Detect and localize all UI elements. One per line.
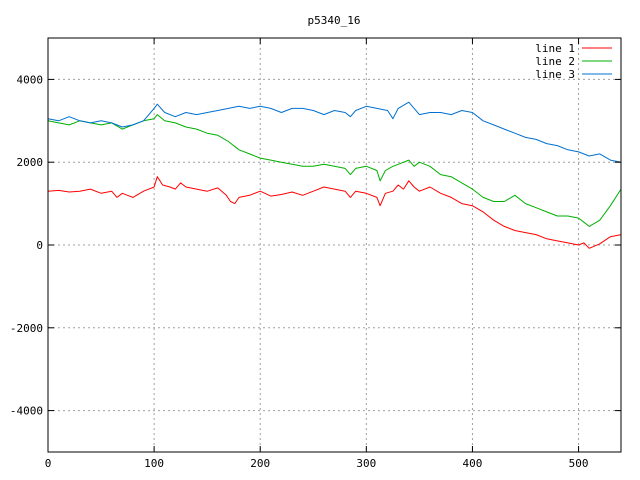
series-line-3	[47, 101, 622, 163]
series-line-2	[47, 114, 622, 227]
x-tick-label-500: 500	[569, 457, 589, 470]
y-tick-label--4000: -4000	[10, 405, 43, 418]
legend-entry-line-1: line 1	[535, 42, 612, 55]
series-line-1	[47, 176, 622, 249]
legend-label-line-2: line 2	[535, 55, 575, 68]
y-tick-label-2000: 2000	[17, 156, 44, 169]
legend-label-line-1: line 1	[535, 42, 575, 55]
x-tick-label-300: 300	[356, 457, 376, 470]
x-tick-label-100: 100	[144, 457, 164, 470]
chart-title: p5340_16	[308, 14, 361, 27]
legend: line 1 line 2 line 3	[535, 42, 612, 81]
legend-entry-line-3: line 3	[535, 68, 612, 81]
grid-lines	[48, 38, 621, 452]
x-tick-label-0: 0	[45, 457, 52, 470]
legend-label-line-3: line 3	[535, 68, 575, 81]
y-tick-label--2000: -2000	[10, 322, 43, 335]
axis-ticks: 0 100 200 300 400 500 -4000 -2000 0 2000 4000	[10, 38, 621, 470]
x-tick-label-400: 400	[463, 457, 483, 470]
y-tick-label-4000: 4000	[17, 73, 44, 86]
x-tick-label-200: 200	[250, 457, 270, 470]
series-lines	[47, 101, 622, 249]
legend-entry-line-2: line 2	[535, 55, 612, 68]
y-tick-label-0: 0	[36, 239, 43, 252]
